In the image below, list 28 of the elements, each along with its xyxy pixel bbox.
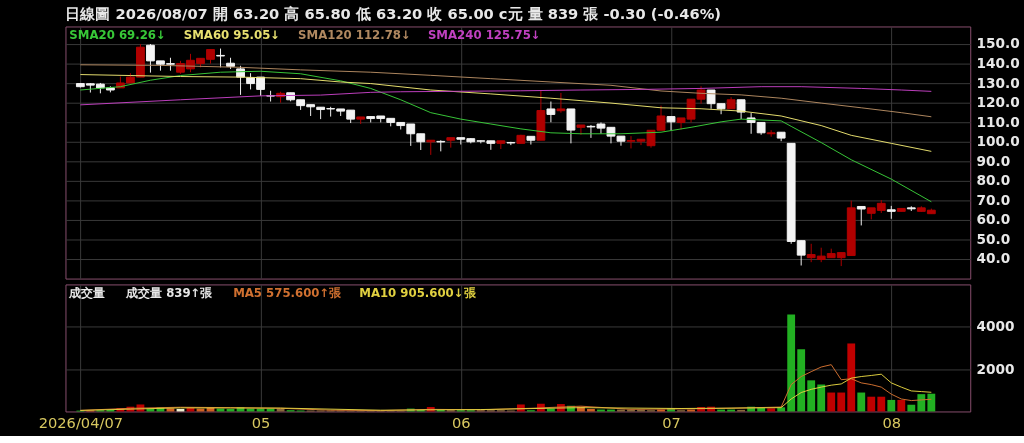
- text: 成交量 839↑張: [125, 286, 214, 301]
- y-tick-label: 80.0: [976, 172, 1011, 189]
- y-tick-label: 130.0: [976, 74, 1020, 91]
- text: SMA60 95.05↓: [183, 28, 281, 43]
- x-tick-label: 07: [662, 413, 681, 431]
- y-tick-label: 60.0: [976, 211, 1011, 228]
- text: SMA240 125.75↓: [427, 28, 541, 43]
- x-tick-label: 05: [251, 413, 271, 431]
- y-tick-label: 120.0: [976, 94, 1020, 111]
- x-tick-label: 2026/04/07: [38, 413, 124, 431]
- y-tick-label: 4000: [976, 318, 1015, 335]
- y-tick-label: 110.0: [976, 113, 1020, 130]
- y-tick-label: 150.0: [976, 35, 1020, 52]
- y-tick-label: 140.0: [976, 55, 1020, 72]
- x-tick-label: 06: [451, 413, 471, 431]
- y-tick-label: 100.0: [976, 133, 1020, 150]
- text: MA5 575.600↑張: [233, 286, 343, 301]
- y-tick-label: 40.0: [976, 250, 1011, 267]
- y-axis-title: 成交量: [68, 286, 106, 301]
- y-tick-label: 90.0: [976, 152, 1011, 169]
- x-tick-label: 08: [882, 413, 902, 431]
- text: SMA20 69.26↓: [69, 28, 166, 43]
- y-tick-label: 70.0: [976, 191, 1011, 208]
- chart-title: 日線圖 2026/08/07 開 63.20 高 65.80 低 63.20 收 65.00 c元 量 839 張 -0.30 (-0.46%): [65, 4, 722, 22]
- text: MA10 905.600↓張: [359, 286, 477, 301]
- y-tick-label: 2000: [976, 360, 1015, 377]
- y-tick-label: 50.0: [976, 230, 1011, 247]
- text: SMA120 112.78↓: [298, 28, 411, 43]
